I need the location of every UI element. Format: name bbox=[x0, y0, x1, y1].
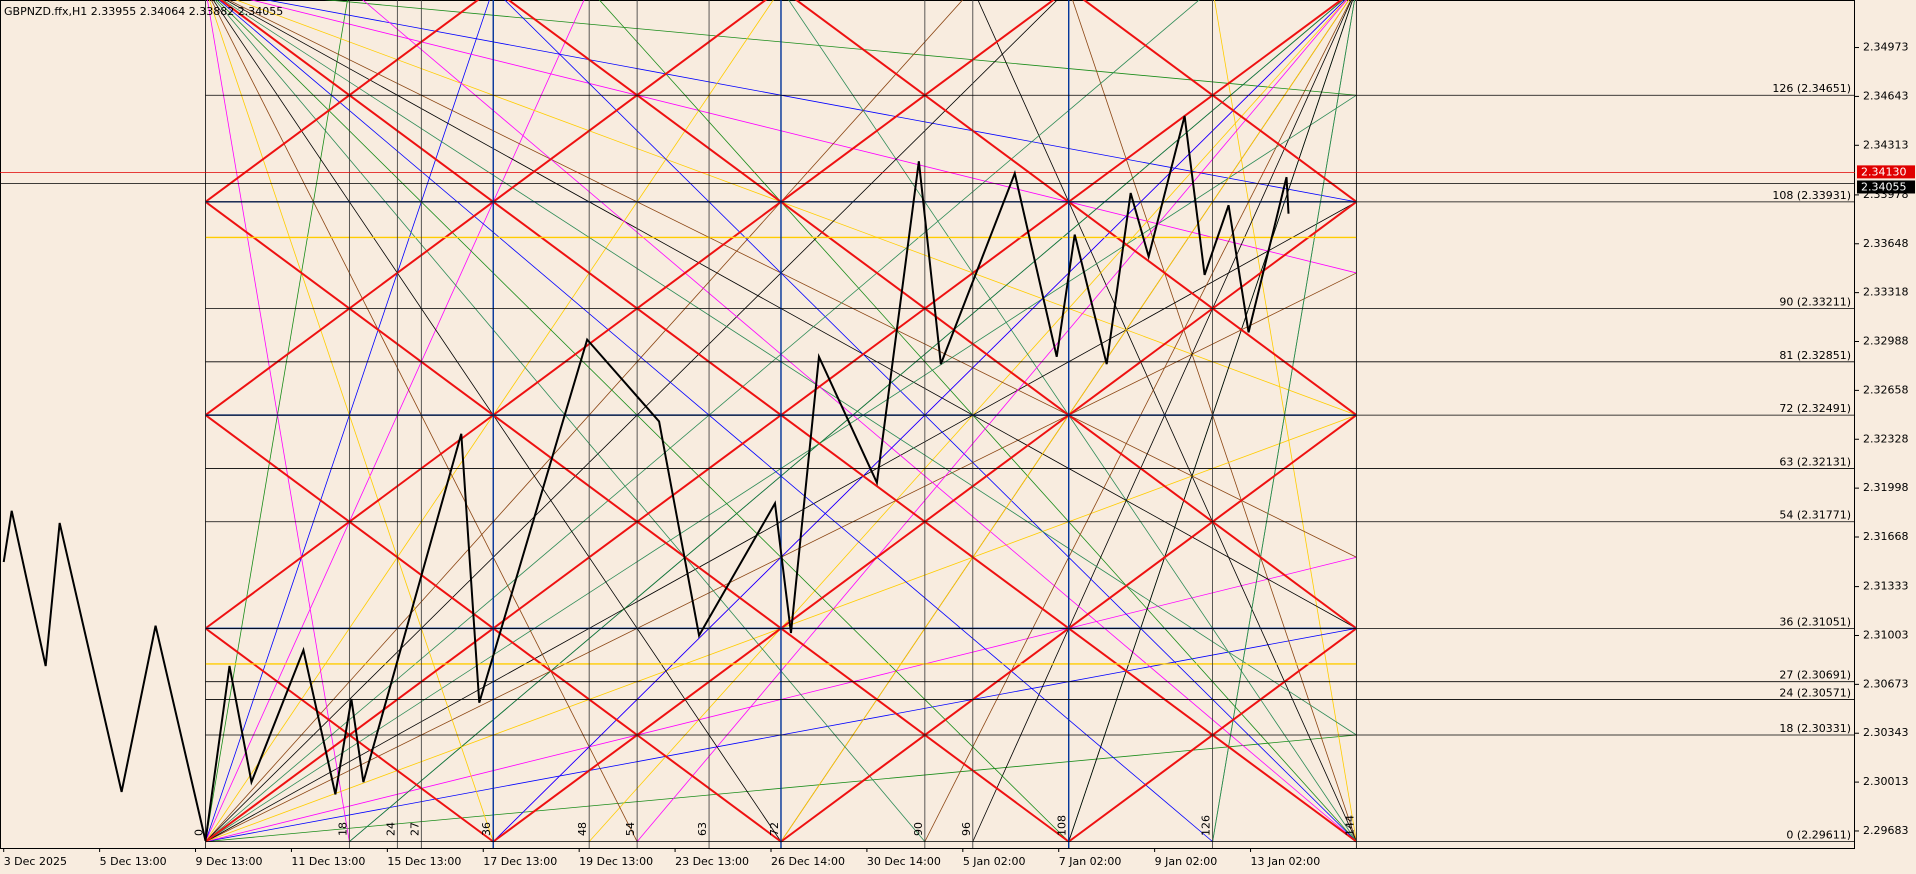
level-label: 108 (2.33931) bbox=[1772, 189, 1851, 202]
level-label: 27 (2.30691) bbox=[1779, 669, 1851, 682]
plot-frame bbox=[0, 0, 1855, 849]
x-tick-label: 17 Dec 13:00 bbox=[483, 855, 557, 868]
y-tick-label: 2.32988 bbox=[1863, 335, 1909, 348]
chart-layer: 0 18 24 27 36 48 54 63 72 90 96 108 126 144 0 (2.29611… bbox=[0, 41, 1915, 868]
y-tick-label: 2.34313 bbox=[1863, 138, 1909, 151]
level-label: 126 (2.34651) bbox=[1772, 82, 1851, 95]
x-tick-label: 23 Dec 13:00 bbox=[675, 855, 749, 868]
x-tick-label: 5 Jan 02:00 bbox=[963, 855, 1026, 868]
header: GBPNZD.ffx,H1 2.33955 2.34064 2.33882 2.… bbox=[4, 5, 283, 18]
y-tick-label: 2.31333 bbox=[1863, 580, 1909, 593]
y-tick-label: 2.33648 bbox=[1863, 237, 1909, 250]
x-tick-label: 11 Dec 13:00 bbox=[291, 855, 365, 868]
y-tick-label: 2.31003 bbox=[1863, 628, 1909, 641]
level-label: 90 (2.33211) bbox=[1779, 295, 1851, 308]
gann-number: 54 bbox=[624, 822, 637, 836]
gann-number: 27 bbox=[408, 822, 421, 836]
level-label: 63 (2.32131) bbox=[1779, 455, 1851, 468]
level-label: 18 (2.30331) bbox=[1779, 722, 1851, 735]
y-tick-label: 2.34643 bbox=[1863, 89, 1909, 102]
gann-number: 90 bbox=[912, 822, 925, 836]
level-label: 24 (2.30571) bbox=[1779, 686, 1851, 699]
y-tick-label: 2.29683 bbox=[1863, 824, 1909, 837]
gann-number: 144 bbox=[1343, 815, 1356, 836]
y-tick-label: 2.31998 bbox=[1863, 481, 1909, 494]
price-badge bbox=[1857, 180, 1915, 194]
y-tick-label: 2.30673 bbox=[1863, 677, 1909, 690]
price-badge-label: 2.34055 bbox=[1861, 180, 1907, 193]
x-tick-label: 13 Jan 02:00 bbox=[1251, 855, 1321, 868]
gann-number: 96 bbox=[960, 822, 973, 836]
y-tick-label: 2.32328 bbox=[1863, 432, 1909, 445]
y-tick-label: 2.31668 bbox=[1863, 530, 1909, 543]
level-label: 36 (2.31051) bbox=[1779, 615, 1851, 628]
gann-number: 126 bbox=[1200, 815, 1213, 836]
gann-number: 63 bbox=[696, 822, 709, 836]
price-badge bbox=[1857, 165, 1915, 179]
x-tick-label: 30 Dec 14:00 bbox=[867, 855, 941, 868]
x-tick-label: 5 Dec 13:00 bbox=[100, 855, 167, 868]
price-badge-label: 2.34130 bbox=[1861, 165, 1907, 178]
level-label: 0 (2.29611) bbox=[1786, 829, 1851, 842]
price-path bbox=[2, 115, 1290, 841]
y-tick-label: 2.30013 bbox=[1863, 775, 1909, 788]
x-tick-label: 19 Dec 13:00 bbox=[579, 855, 653, 868]
y-tick-label: 2.30343 bbox=[1863, 726, 1909, 739]
level-label: 81 (2.32851) bbox=[1779, 349, 1851, 362]
gann-number: 0 bbox=[193, 829, 206, 836]
gann-number: 18 bbox=[336, 822, 349, 836]
y-tick-label: 2.33318 bbox=[1863, 286, 1909, 299]
gann-number: 108 bbox=[1056, 815, 1069, 836]
x-tick-label: 3 Dec 2025 bbox=[4, 855, 67, 868]
x-tick-label: 26 Dec 14:00 bbox=[771, 855, 845, 868]
x-tick-label: 9 Jan 02:00 bbox=[1155, 855, 1218, 868]
x-tick-label: 9 Dec 13:00 bbox=[196, 855, 263, 868]
x-tick-label: 7 Jan 02:00 bbox=[1059, 855, 1122, 868]
level-label: 72 (2.32491) bbox=[1779, 402, 1851, 415]
x-tick-label: 15 Dec 13:00 bbox=[387, 855, 461, 868]
gann-number: 36 bbox=[480, 822, 493, 836]
level-label: 54 (2.31771) bbox=[1779, 509, 1851, 522]
gann-number: 72 bbox=[768, 822, 781, 836]
y-tick-label: 2.32658 bbox=[1863, 383, 1909, 396]
y-tick-label: 2.34973 bbox=[1863, 41, 1909, 54]
gann-number: 48 bbox=[576, 822, 589, 836]
gann-number: 24 bbox=[384, 822, 397, 836]
